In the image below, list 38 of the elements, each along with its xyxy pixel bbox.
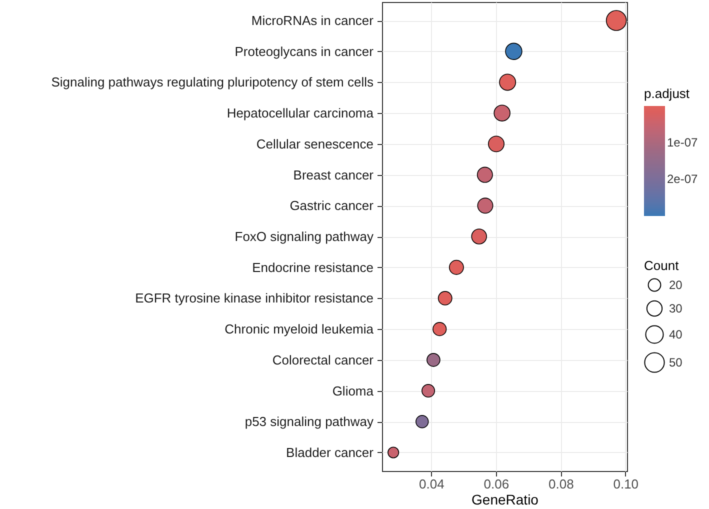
legend-label: 20 <box>669 278 683 292</box>
y-tick-label: Chronic myeloid leukemia <box>224 322 374 337</box>
legend-label: 30 <box>669 302 683 316</box>
y-tick-label: Colorectal cancer <box>272 352 374 368</box>
legend-label: 40 <box>669 328 683 342</box>
point <box>432 322 447 336</box>
y-tick-label: Hepatocellular carcinoma <box>226 106 374 121</box>
point <box>505 42 522 60</box>
x-tick-label: 0.04 <box>419 476 444 492</box>
point <box>477 198 494 214</box>
y-tick-label: Endocrine resistance <box>252 260 374 275</box>
color-bar-label: 1e-07 <box>667 135 698 150</box>
point <box>476 166 493 183</box>
x-tick-label: 0.10 <box>613 476 639 492</box>
y-tick-label: Proteoglycans in cancer <box>234 44 374 59</box>
y-tick-label: Cellular senescence <box>256 136 374 152</box>
point <box>488 136 504 152</box>
legend-label: 50 <box>669 356 683 370</box>
point <box>471 228 487 244</box>
y-tick-label: FoxO signaling pathway <box>234 229 374 244</box>
y-tick-label: MicroRNAs in cancer <box>251 13 374 28</box>
legend-title: Count <box>644 258 680 273</box>
color-bar-label: 2e-07 <box>667 172 698 186</box>
point <box>494 104 510 122</box>
y-tick-label: Signaling pathways regulating pluripotency of stem cells <box>51 74 374 90</box>
x-tick-label: 0.06 <box>484 476 510 492</box>
point <box>448 260 464 275</box>
x-axis-title: GeneRatio <box>472 492 539 508</box>
y-tick-label: EGFR tyrosine kinase inhibitor resistance <box>135 290 374 306</box>
point <box>499 74 516 91</box>
y-tick-label: Bladder cancer <box>286 444 374 460</box>
y-tick-label: Gastric cancer <box>290 198 374 214</box>
y-tick-label: p53 signaling pathway <box>244 414 374 430</box>
y-tick-label: Breast cancer <box>293 167 374 182</box>
y-tick-label: Glioma <box>332 383 374 398</box>
x-tick-label: 0.08 <box>548 476 574 492</box>
color-bar-title: p.adjust <box>644 86 690 101</box>
point <box>438 291 452 306</box>
